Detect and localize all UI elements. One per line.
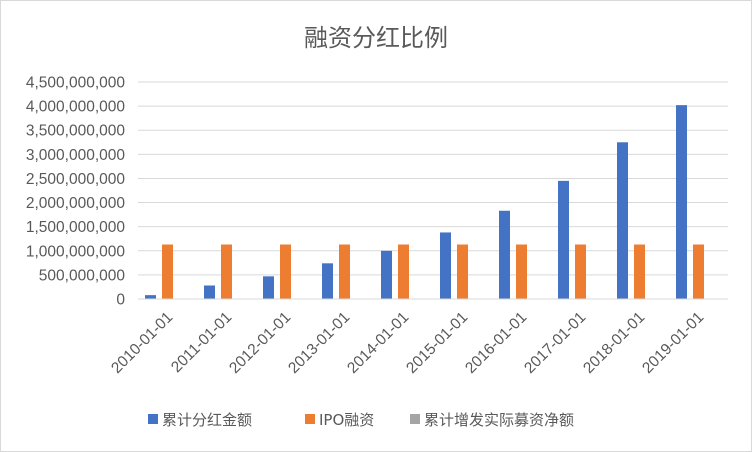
bar-series-2-2013-01-01 [339, 244, 350, 299]
legend-label: 累计分红金额 [162, 411, 252, 429]
bar-series-1-2011-01-01 [204, 285, 215, 299]
x-tick-label: 2017-01-01 [521, 309, 589, 377]
bar-series-2-2019-01-01 [693, 244, 704, 299]
bar-series-2-2018-01-01 [634, 244, 645, 299]
y-tick-label: 4,500,000,000 [26, 75, 126, 92]
bar-series-2-2010-01-01 [162, 244, 173, 299]
x-tick-label: 2011-01-01 [168, 309, 235, 376]
y-tick-label: 3,500,000,000 [26, 123, 126, 140]
y-tick-label: 500,000,000 [39, 267, 126, 284]
bar-series-1-2016-01-01 [499, 210, 510, 299]
legend-swatch [410, 414, 420, 424]
x-axis-tick-labels: 2010-01-012011-01-012012-01-012013-01-01… [108, 309, 707, 377]
legend-label: IPO融资 [319, 411, 374, 429]
y-tick-label: 2,000,000,000 [26, 195, 126, 212]
y-tick-label: 4,000,000,000 [26, 99, 126, 116]
bars [145, 105, 704, 299]
bar-series-1-2015-01-01 [440, 232, 451, 299]
y-tick-label: 0 [116, 292, 125, 309]
bar-series-2-2012-01-01 [280, 244, 291, 299]
y-tick-label: 1,000,000,000 [26, 243, 126, 260]
y-axis-tick-labels: 0 500,000,000 1,000,000,000 1,500,000,000 2,… [26, 75, 126, 309]
x-tick-label: 2013-01-01 [285, 309, 353, 377]
bar-series-1-2018-01-01 [617, 142, 628, 299]
chart-title: 融资分红比例 [304, 24, 448, 52]
legend-label: 累计增发实际募资净额 [424, 411, 574, 429]
bar-series-1-2010-01-01 [145, 295, 156, 299]
bar-series-2-2014-01-01 [398, 244, 409, 299]
x-tick-label: 2016-01-01 [462, 309, 530, 377]
bar-series-1-2017-01-01 [558, 180, 569, 299]
bar-series-1-2019-01-01 [676, 105, 687, 299]
legend: 累计分红金额 IPO融资 累计增发实际募资净额 [148, 411, 574, 429]
bar-series-2-2016-01-01 [516, 244, 527, 299]
x-tick-label: 2012-01-01 [226, 309, 294, 377]
y-tick-label: 3,000,000,000 [26, 147, 126, 164]
bar-series-1-2012-01-01 [263, 276, 274, 299]
bar-series-1-2014-01-01 [381, 250, 392, 299]
legend-swatch [305, 414, 315, 424]
bar-series-2-2011-01-01 [221, 244, 232, 299]
x-tick-label: 2010-01-01 [108, 309, 176, 377]
x-tick-label: 2015-01-01 [403, 309, 471, 377]
bar-series-1-2013-01-01 [322, 263, 333, 299]
x-tick-label: 2019-01-01 [639, 309, 707, 377]
legend-swatch [148, 414, 158, 424]
x-tick-label: 2018-01-01 [580, 309, 648, 377]
y-tick-label: 1,500,000,000 [26, 219, 126, 236]
gridlines [138, 81, 728, 276]
x-tick-label: 2014-01-01 [344, 309, 412, 377]
y-tick-label: 2,500,000,000 [26, 171, 126, 188]
bar-series-2-2017-01-01 [575, 244, 586, 299]
bar-series-2-2015-01-01 [457, 244, 468, 299]
